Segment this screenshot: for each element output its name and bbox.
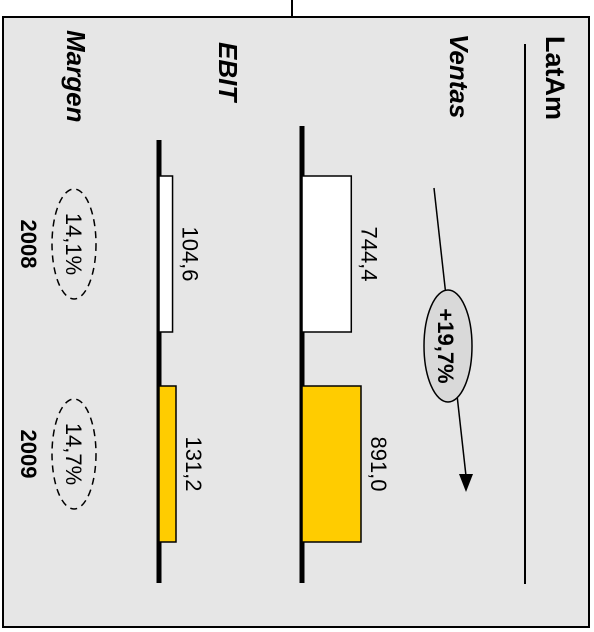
row-label-ventas: Ventas xyxy=(444,34,474,118)
growth-arrowhead xyxy=(459,474,473,492)
value-label-ventas-2009: 891,0 xyxy=(366,436,391,491)
margin-oval-2009 xyxy=(51,398,97,510)
chart-title: LatAm xyxy=(540,36,570,120)
year-label-2008: 2008 xyxy=(16,220,41,269)
chart-panel: LatAm Ventas EBIT Margen +19,7% 744,4 891… xyxy=(2,16,590,628)
bar-ventas-2009 xyxy=(301,385,362,543)
growth-annotation: +19,7% xyxy=(423,187,473,492)
growth-label: +19,7% xyxy=(433,308,458,383)
margin-label-2008: 14,1% xyxy=(61,213,86,275)
value-label-ebit-2009: 131,2 xyxy=(181,436,206,491)
growth-oval xyxy=(423,289,473,403)
bar-ebit-2008 xyxy=(158,175,174,333)
bar-ventas-2008 xyxy=(301,175,353,333)
chart-marks: 744,4 891,0 104,6 131,2 14,1% 14,7% 2008 2009 xyxy=(16,126,391,583)
chart-svg: LatAm Ventas EBIT Margen +19,7% 744,4 891… xyxy=(16,30,570,584)
margin-label-2009: 14,7% xyxy=(61,423,86,485)
value-label-ebit-2008: 104,6 xyxy=(178,226,203,281)
row-label-margen: Margen xyxy=(61,30,91,122)
bar-ebit-2009 xyxy=(158,385,177,543)
year-label-2009: 2009 xyxy=(16,430,41,479)
value-label-ventas-2008: 744,4 xyxy=(356,226,381,281)
margin-oval-2008 xyxy=(51,188,97,300)
connector-line xyxy=(291,0,293,16)
row-label-ebit: EBIT xyxy=(213,42,243,103)
